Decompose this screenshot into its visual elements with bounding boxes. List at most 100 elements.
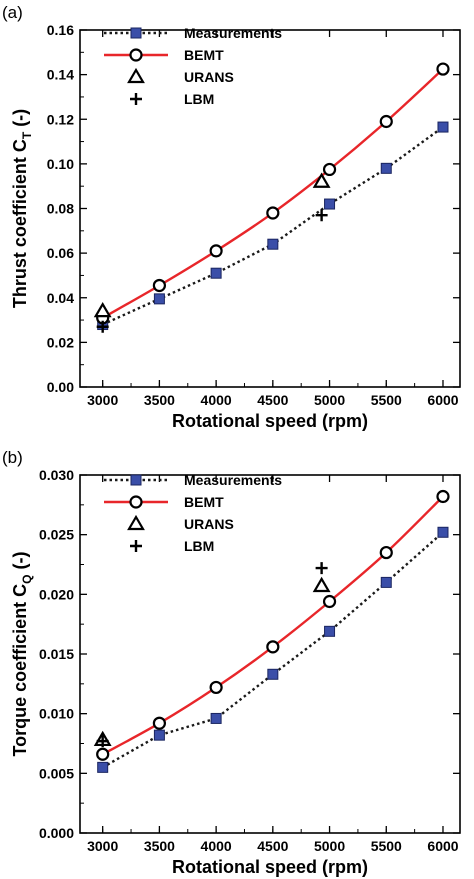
bemt-point bbox=[209, 244, 223, 258]
legend-entry: LBM bbox=[130, 91, 214, 107]
thrust-coefficient-chart: (a) 3000 3500 4000 4500 5000 5500 6000 0.00 0.02 0… bbox=[2, 3, 461, 431]
lbm-point bbox=[96, 320, 109, 333]
x-tick-label: 6000 bbox=[427, 392, 458, 408]
measurements-point bbox=[380, 576, 392, 588]
x-tick-label: 3000 bbox=[87, 838, 118, 854]
y-tick-label: 0.00 bbox=[47, 379, 74, 395]
bemt-line bbox=[102, 68, 444, 319]
y-tick-label: 0.020 bbox=[39, 586, 74, 602]
bemt-point bbox=[209, 680, 223, 695]
y-tick-label: 0.030 bbox=[39, 467, 74, 483]
bemt-point bbox=[266, 640, 280, 654]
legend-label: BEMT bbox=[184, 494, 224, 510]
measurements-point bbox=[153, 293, 165, 305]
panel-label: (a) bbox=[2, 3, 23, 22]
legend-marker bbox=[130, 474, 142, 486]
y-tick-label: 0.000 bbox=[39, 825, 74, 841]
y-axis-title-suffix: (-) bbox=[10, 109, 30, 132]
legend-entry: BEMT bbox=[104, 47, 224, 63]
legend-entry: Measurements bbox=[104, 25, 282, 41]
lbm-point bbox=[315, 209, 328, 222]
legend: Measurements BEMT URANS LBM bbox=[104, 472, 282, 554]
y-axis-title-subscript: Q bbox=[20, 574, 34, 583]
y-axis-title-main: Torque coefficient C bbox=[10, 584, 30, 757]
legend-label: BEMT bbox=[184, 47, 224, 63]
y-tick-label: 0.10 bbox=[47, 156, 74, 172]
measurements-point bbox=[267, 238, 279, 250]
y-tick-label: 0.025 bbox=[39, 527, 74, 543]
panel-label: (b) bbox=[2, 448, 23, 467]
y-tick-label: 0.02 bbox=[47, 334, 74, 350]
urans-point bbox=[312, 576, 331, 593]
bemt-point bbox=[152, 716, 167, 730]
x-tick-label: 4000 bbox=[201, 838, 232, 854]
bemt-point bbox=[436, 62, 450, 76]
y-tick-label: 0.14 bbox=[47, 67, 74, 83]
legend-entry: URANS bbox=[127, 67, 234, 85]
x-axis-title: Rotational speed (rpm) bbox=[172, 857, 368, 877]
legend-marker bbox=[127, 514, 145, 531]
y-axis-title: Thrust coefficient CT (-) bbox=[10, 109, 34, 308]
x-tick-label: 5500 bbox=[371, 392, 402, 408]
x-tick-label: 5000 bbox=[314, 838, 345, 854]
torque-coefficient-chart: (b) 3000 3500 4000 4500 5000 5500 6000 0.000 0.00… bbox=[2, 448, 461, 877]
bemt-point bbox=[322, 594, 337, 609]
y-tick-label: 0.010 bbox=[39, 706, 74, 722]
urans-point bbox=[93, 301, 112, 318]
bemt-point bbox=[152, 278, 167, 293]
legend-label: Measurements bbox=[184, 25, 282, 41]
y-tick-label: 0.12 bbox=[47, 111, 74, 127]
x-tick-label: 4500 bbox=[257, 392, 288, 408]
x-tick-label: 3500 bbox=[144, 392, 175, 408]
measurements-point bbox=[153, 729, 165, 741]
series-bemt bbox=[96, 489, 450, 761]
bemt-line bbox=[102, 495, 444, 756]
legend-label: LBM bbox=[184, 538, 214, 554]
legend-marker bbox=[129, 48, 143, 62]
x-tick-label: 4500 bbox=[257, 838, 288, 854]
measurements-point bbox=[267, 668, 279, 680]
series-bemt bbox=[96, 62, 450, 325]
measurements-point bbox=[437, 121, 449, 133]
legend-entry: URANS bbox=[127, 514, 234, 532]
x-tick-label: 5500 bbox=[371, 838, 402, 854]
x-axis-title: Rotational speed (rpm) bbox=[172, 411, 368, 431]
legend-label: URANS bbox=[184, 69, 234, 85]
bemt-point bbox=[96, 747, 110, 761]
y-tick-label: 0.015 bbox=[39, 646, 74, 662]
measurements-point bbox=[210, 712, 222, 724]
legend-label: Measurements bbox=[184, 472, 282, 488]
bemt-point bbox=[266, 206, 280, 220]
legend-marker bbox=[130, 93, 142, 105]
x-tick-label: 3000 bbox=[87, 392, 118, 408]
series-lbm bbox=[96, 562, 328, 748]
x-tick-label: 6000 bbox=[427, 838, 458, 854]
y-tick-label: 0.06 bbox=[47, 245, 74, 261]
x-tick-label: 5000 bbox=[314, 392, 345, 408]
measurements-point bbox=[324, 198, 336, 210]
lbm-point bbox=[96, 735, 109, 748]
lbm-point bbox=[315, 562, 328, 575]
bemt-point bbox=[379, 114, 393, 129]
measurements-point bbox=[210, 267, 222, 279]
legend-label: LBM bbox=[184, 91, 214, 107]
measurements-point bbox=[380, 162, 392, 174]
measurements-line bbox=[102, 126, 444, 326]
legend-marker bbox=[130, 540, 142, 552]
series-measurements bbox=[97, 121, 449, 331]
measurements-point bbox=[324, 625, 336, 637]
y-tick-label: 0.16 bbox=[47, 22, 74, 38]
y-axis-title-suffix: (-) bbox=[10, 551, 30, 574]
legend-entry: BEMT bbox=[104, 494, 224, 510]
legend-entry: Measurements bbox=[104, 472, 282, 488]
y-axis-title: Torque coefficient CQ (-) bbox=[10, 551, 34, 756]
bemt-point bbox=[322, 162, 337, 177]
x-tick-label: 4000 bbox=[201, 392, 232, 408]
series-urans bbox=[93, 172, 331, 318]
measurements-point bbox=[437, 526, 449, 538]
y-tick-label: 0.005 bbox=[39, 765, 74, 781]
legend-marker bbox=[129, 495, 143, 509]
bemt-point bbox=[379, 545, 393, 560]
y-tick-label: 0.08 bbox=[47, 201, 74, 217]
